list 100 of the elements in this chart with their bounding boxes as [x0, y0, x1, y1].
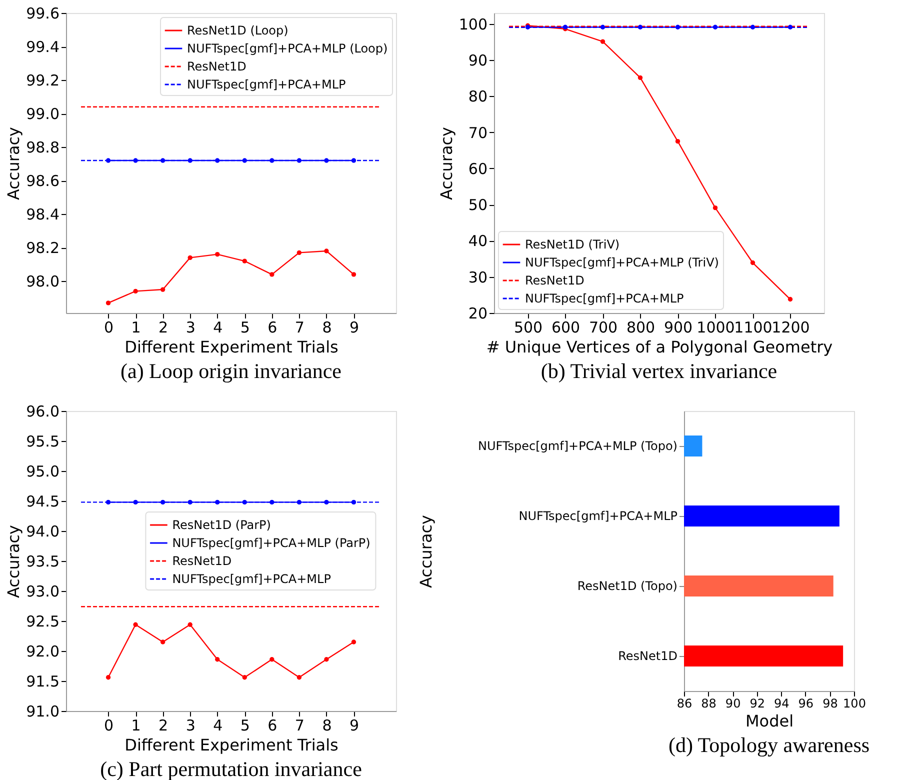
y-tick-label: NUFTspec[gmf]+PCA+MLP: [518, 509, 678, 523]
y-tick-label: 70: [468, 124, 488, 142]
text: (d) Topology awareness: [668, 733, 870, 757]
x-tick-label: 600: [551, 318, 580, 336]
point: [351, 640, 356, 644]
text: (b) Trivial vertex invariance: [540, 359, 778, 383]
point: [160, 158, 166, 163]
point: [324, 158, 329, 163]
point: [788, 24, 793, 30]
legend-label: ResNet1D (TriV): [525, 238, 620, 252]
x-tick-label: 96: [798, 696, 814, 710]
y-tick-label: 98.6: [26, 172, 60, 190]
y-tick-label: 96.0: [26, 402, 60, 420]
y-tick-label: 92.0: [26, 642, 60, 660]
x-tick-label: 900: [664, 318, 693, 336]
point: [351, 158, 356, 163]
x-tick-label: 94: [774, 696, 790, 710]
point: [133, 500, 138, 505]
point: [296, 250, 302, 256]
x-tick-label: 700: [588, 318, 618, 336]
point: [215, 657, 220, 662]
x-tick-label: 1200: [772, 318, 810, 336]
y-tick-label: NUFTspec[gmf]+PCA+MLP (Topo): [478, 439, 678, 453]
y-tick-label: 92.5: [26, 612, 60, 630]
y-axis-title: Accuracy: [4, 524, 24, 598]
y-tick-label: ResNet1D: [618, 649, 678, 663]
x-tick-label: 500: [514, 318, 543, 336]
point: [638, 75, 643, 80]
point: [600, 24, 606, 30]
x-tick-label: 800: [626, 318, 656, 336]
x-tick-label: 3: [186, 716, 196, 734]
point: [133, 288, 138, 294]
x-tick-label: 1000: [696, 318, 735, 336]
y-tick-label: 99.4: [26, 38, 60, 56]
x-tick-label: 86: [676, 696, 692, 710]
x-tick-label: 9: [349, 716, 359, 734]
point: [188, 255, 192, 260]
x-tick-label: 90: [725, 696, 741, 710]
point: [788, 296, 793, 302]
point: [270, 500, 274, 505]
x-axis-title: Different Experiment Trials: [124, 736, 338, 754]
y-tick-label: 93.0: [26, 582, 60, 600]
x-axis-title: Different Experiment Trials: [124, 338, 338, 356]
x-tick-label: 5: [240, 716, 250, 734]
x-tick-label: 100: [843, 696, 866, 710]
point: [106, 300, 111, 306]
legend-label: ResNet1D (Loop): [187, 24, 288, 38]
point: [296, 500, 302, 505]
point: [270, 657, 274, 662]
point: [638, 24, 643, 30]
y-tick-label: 30: [468, 268, 488, 286]
point: [324, 657, 329, 662]
point: [600, 39, 606, 44]
point: [133, 622, 138, 627]
x-tick-label: 8: [322, 318, 332, 336]
y-tick-label: 98.8: [26, 138, 60, 157]
y-tick-label: 100: [458, 15, 488, 34]
point: [106, 158, 111, 163]
point: [188, 622, 192, 627]
x-tick-label: 98: [822, 696, 838, 710]
y-tick-label: 40: [468, 232, 488, 250]
y-tick-label: 90: [468, 51, 488, 70]
x-tick-label: 0: [104, 318, 114, 336]
y-tick-label: 99.2: [26, 72, 60, 90]
x-axis-title: Model: [745, 712, 794, 730]
point: [215, 500, 220, 505]
point: [242, 158, 247, 163]
legend-label: NUFTspec[gmf]+PCA+MLP (TriV): [525, 256, 719, 270]
y-tick-label: 95.5: [26, 432, 60, 450]
y-tick-label: 99.6: [26, 4, 60, 22]
y-axis-title: Accuracy: [4, 126, 24, 200]
y-tick-label: 99.0: [26, 105, 60, 124]
point: [750, 24, 756, 30]
point: [160, 500, 166, 505]
point: [106, 675, 111, 680]
y-tick-label: 98.0: [26, 272, 60, 291]
x-tick-label: 1: [131, 716, 141, 734]
y-tick-label: 20: [468, 304, 488, 322]
x-tick-label: 4: [213, 716, 223, 734]
point: [242, 675, 247, 680]
point: [296, 158, 302, 163]
y-tick-label: 98.4: [26, 206, 60, 224]
legend-label: NUFTspec[gmf]+PCA+MLP: [172, 572, 331, 586]
point: [675, 138, 680, 144]
text: (a) Loop origin invariance: [120, 359, 342, 383]
x-tick-label: 9: [349, 318, 359, 336]
point: [188, 500, 192, 505]
y-tick-label: 94.0: [26, 522, 60, 540]
y-tick-label: 95.0: [26, 462, 60, 480]
x-tick-label: 1100: [734, 318, 772, 336]
y-tick-label: 94.5: [26, 492, 60, 510]
point: [750, 260, 756, 266]
y-tick-label: ResNet1D (Topo): [577, 579, 678, 593]
x-axis-title: # Unique Vertices of a Polygonal Geometry: [486, 338, 833, 356]
point: [133, 158, 138, 163]
point: [242, 258, 247, 264]
point: [215, 252, 220, 257]
x-tick-label: 4: [213, 318, 223, 336]
y-tick-label: 91.0: [26, 702, 60, 720]
point: [296, 675, 302, 680]
